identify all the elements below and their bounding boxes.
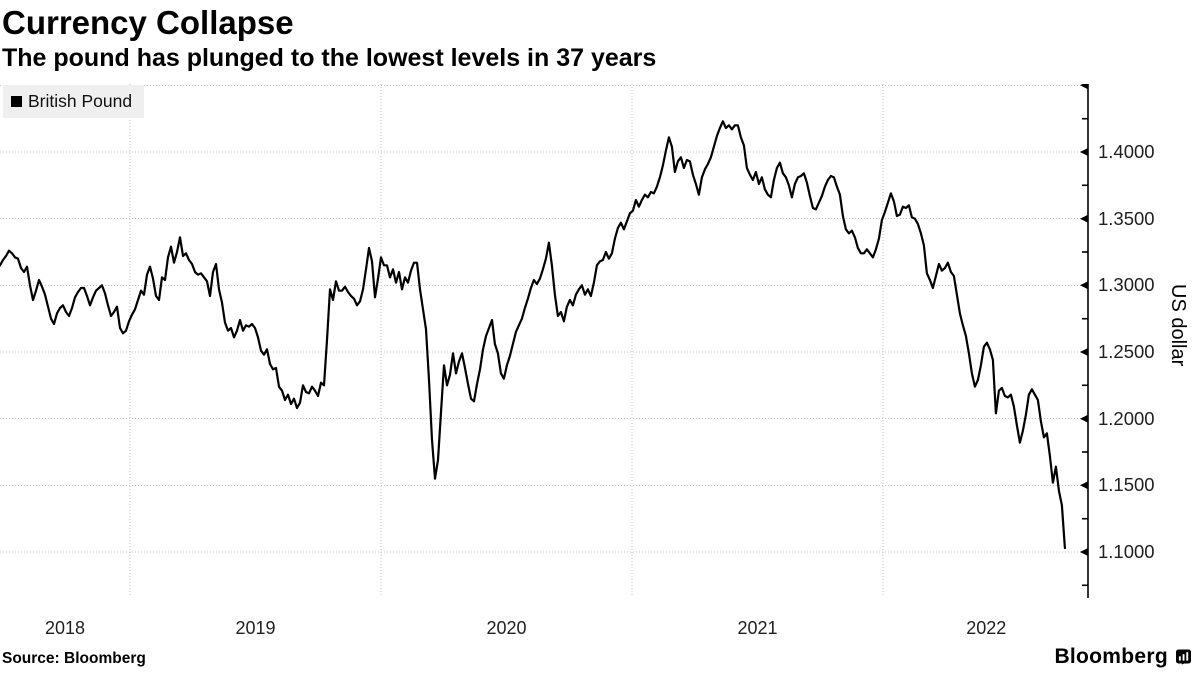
y-axis-tick-label: 1.3000 [1098, 274, 1155, 296]
page-title: Currency Collapse [2, 4, 294, 41]
bloomberg-wordmark: Bloomberg [1054, 645, 1168, 668]
bloomberg-logo: Bloomberg [1054, 645, 1192, 669]
y-axis-tick-label: 1.3500 [1098, 207, 1155, 229]
x-axis-tick-label: 2019 [235, 618, 276, 638]
source-note: Source: Bloomberg [2, 650, 146, 667]
x-axis-tick-label: 2018 [44, 618, 86, 638]
y-axis-title: US dollar [1167, 284, 1189, 367]
x-axis-tick-label: 2020 [486, 618, 527, 638]
price-line-chart [0, 84, 1089, 598]
chart-plot-area [0, 84, 1090, 598]
x-axis-tick-label: 2021 [737, 618, 778, 638]
legend[interactable]: British Pound [3, 85, 145, 118]
y-axis-tick-label: 1.2500 [1098, 341, 1155, 362]
page-subtitle: The pound has plunged to the lowest leve… [2, 44, 657, 72]
x-axis-tick-labels: 2018 2019 2020 2021 2022 [0, 618, 1090, 642]
legend-series-label: British Pound [28, 91, 133, 111]
y-axis-tick-label: 1.1500 [1098, 474, 1155, 496]
y-axis-tick-label: 1.2000 [1098, 407, 1155, 429]
bloomberg-mark-icon [1176, 649, 1191, 665]
y-axis-tick-label: 1.4000 [1098, 141, 1155, 162]
series-swatch-icon [11, 96, 22, 107]
y-axis-tick-label: 1.1000 [1098, 541, 1155, 562]
x-axis-tick-label: 2022 [966, 618, 1007, 638]
